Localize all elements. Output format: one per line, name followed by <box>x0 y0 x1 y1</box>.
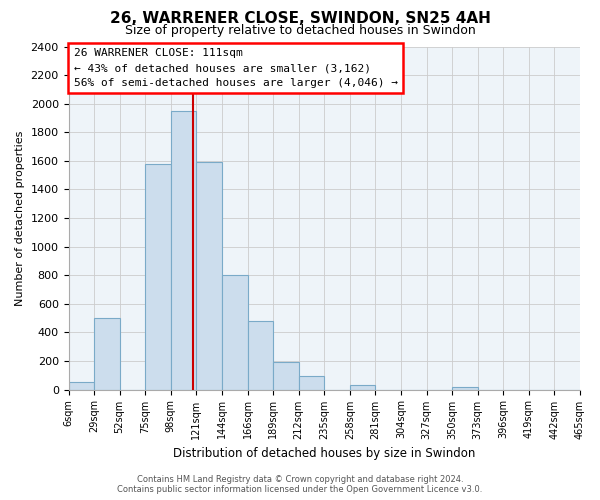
Text: Size of property relative to detached houses in Swindon: Size of property relative to detached ho… <box>125 24 475 37</box>
Bar <box>94 318 119 390</box>
Bar <box>145 164 171 390</box>
Bar <box>196 162 222 390</box>
Bar <box>350 386 376 390</box>
X-axis label: Distribution of detached houses by size in Swindon: Distribution of detached houses by size … <box>173 447 475 460</box>
Text: 26, WARRENER CLOSE, SWINDON, SN25 4AH: 26, WARRENER CLOSE, SWINDON, SN25 4AH <box>110 11 490 26</box>
Bar <box>68 382 94 390</box>
Bar <box>299 376 324 390</box>
Bar <box>452 386 478 390</box>
Text: 26 WARRENER CLOSE: 111sqm
← 43% of detached houses are smaller (3,162)
56% of se: 26 WARRENER CLOSE: 111sqm ← 43% of detac… <box>74 48 398 88</box>
Bar <box>171 111 196 390</box>
Bar <box>273 362 299 390</box>
Y-axis label: Number of detached properties: Number of detached properties <box>15 130 25 306</box>
Text: Contains HM Land Registry data © Crown copyright and database right 2024.
Contai: Contains HM Land Registry data © Crown c… <box>118 474 482 494</box>
Bar <box>248 321 273 390</box>
Bar <box>222 275 248 390</box>
